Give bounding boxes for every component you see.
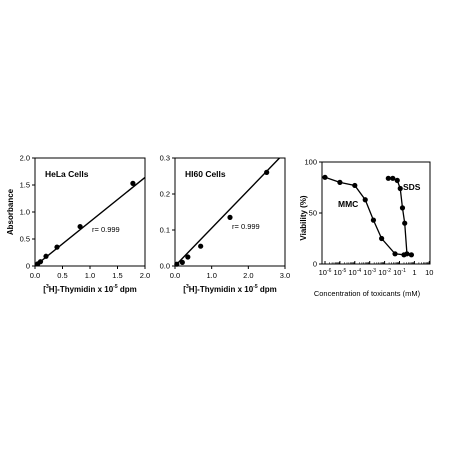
data-point [54, 244, 60, 250]
hi60-x-axis-label: [3H]-Thymidin x 10-5 dpm [183, 284, 276, 294]
hela-y-ticks: 0 0.5 1.0 1.5 2.0 [20, 154, 35, 271]
data-point-mmc [370, 217, 377, 223]
x-tick-label: 1 [412, 268, 416, 277]
data-point-sds [385, 175, 391, 181]
x-tick-label: 10 [425, 268, 433, 277]
data-point-sds [399, 205, 406, 211]
hi60-r-annotation: r= 0.999 [232, 222, 260, 231]
regression-line [174, 157, 281, 267]
hela-title: HeLa Cells [45, 169, 89, 179]
x-tick-label: 10-6 [319, 268, 332, 277]
x-tick-label: 2.0 [243, 271, 253, 280]
viability-panel: Viability (%) Concentration of toxicants… [299, 158, 433, 299]
y-tick-label: 50 [309, 209, 317, 218]
x-tick-label: 1.0 [85, 271, 95, 280]
x-tick-label: 0.0 [170, 271, 180, 280]
data-point [130, 180, 136, 186]
hi60-panel: HI60 Cells r= 0.999 [3H]-Thymidin x 10-5… [160, 154, 291, 295]
x-tick-label: 10-2 [378, 268, 391, 277]
hi60-x-ticks: 0.0 1.0 2.0 3.0 [170, 266, 290, 280]
y-tick-label: 0.2 [160, 190, 170, 199]
data-point [185, 254, 191, 260]
x-tick-label: 10-5 [334, 268, 347, 277]
y-tick-label: 0.5 [20, 235, 30, 244]
x-tick-label: 0.0 [30, 271, 40, 280]
hela-r-annotation: r= 0.999 [92, 225, 120, 234]
data-point-mmc [322, 174, 328, 180]
x-tick-label: 10-4 [348, 268, 361, 277]
data-point [227, 214, 233, 220]
data-point [264, 169, 270, 175]
y-tick-label: 1.5 [20, 181, 30, 190]
data-point-sds [394, 177, 400, 183]
data-point-mmc [337, 179, 343, 185]
y-tick-label: 0.1 [160, 226, 170, 235]
hi60-marks [174, 157, 281, 267]
series-label-mmc: MMC [338, 199, 358, 209]
data-point-mmc [352, 182, 358, 189]
viability-x-ticks: 10-6 10-5 10-4 10-3 10-2 10-1 1 10 [319, 261, 433, 277]
data-point [43, 253, 49, 259]
y-tick-label: 1.0 [20, 208, 30, 217]
data-point-mmc [392, 251, 398, 257]
hela-y-axis-label: Absorbance [6, 188, 15, 235]
hela-marks [34, 176, 146, 267]
regression-line [34, 176, 146, 267]
x-tick-label: 1.0 [206, 271, 216, 280]
viability-marks [322, 174, 415, 258]
viability-y-axis-label: Viability (%) [299, 195, 308, 241]
data-point-mmc [379, 235, 385, 242]
hi60-title: HI60 Cells [185, 169, 226, 179]
data-point-mmc [362, 197, 368, 203]
data-point-mmc [408, 252, 415, 258]
data-point [174, 261, 180, 267]
data-point [198, 243, 204, 249]
y-tick-label: 2.0 [20, 154, 30, 163]
y-tick-label: 0 [26, 262, 30, 271]
viability-plot-frame [321, 161, 431, 265]
viability-x-axis-label: Concentration of toxicants (mM) [314, 289, 421, 298]
viability-y-ticks: 0 50 100 [304, 158, 322, 269]
x-tick-label: 1.5 [112, 271, 122, 280]
data-point [37, 259, 44, 265]
x-tick-label: 3.0 [280, 271, 290, 280]
x-tick-label: 2.0 [140, 271, 150, 280]
hi60-plot-frame [174, 157, 286, 267]
hela-panel: HeLa Cells r= 0.999 Absorbance [3H]-Thym… [6, 154, 150, 295]
x-tick-label: 10-3 [363, 268, 376, 277]
x-tick-label: 0.5 [57, 271, 67, 280]
data-point-sds [402, 220, 408, 226]
hela-x-axis-label: [3H]-Thymidin x 10-5 dpm [43, 284, 136, 294]
hela-x-ticks: 0.0 0.5 1.0 1.5 2.0 [30, 266, 150, 280]
data-point-sds [390, 175, 396, 181]
data-point-sds [397, 185, 403, 192]
series-label-sds: SDS [403, 182, 421, 192]
hi60-y-ticks: 0.0 0.1 0.2 0.3 [160, 154, 175, 271]
y-tick-label: 100 [304, 158, 317, 167]
x-tick-label: 10-1 [393, 268, 406, 277]
data-point-sds [404, 251, 410, 257]
y-tick-label: 0.3 [160, 154, 170, 163]
y-tick-label: 0 [313, 260, 317, 269]
data-point [77, 223, 83, 230]
y-tick-label: 0.0 [160, 262, 170, 271]
data-point [179, 259, 185, 265]
